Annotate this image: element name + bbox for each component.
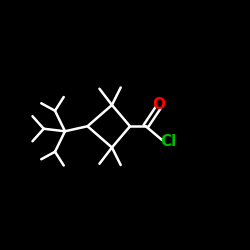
Text: O: O: [152, 97, 166, 112]
Text: Cl: Cl: [160, 134, 176, 149]
